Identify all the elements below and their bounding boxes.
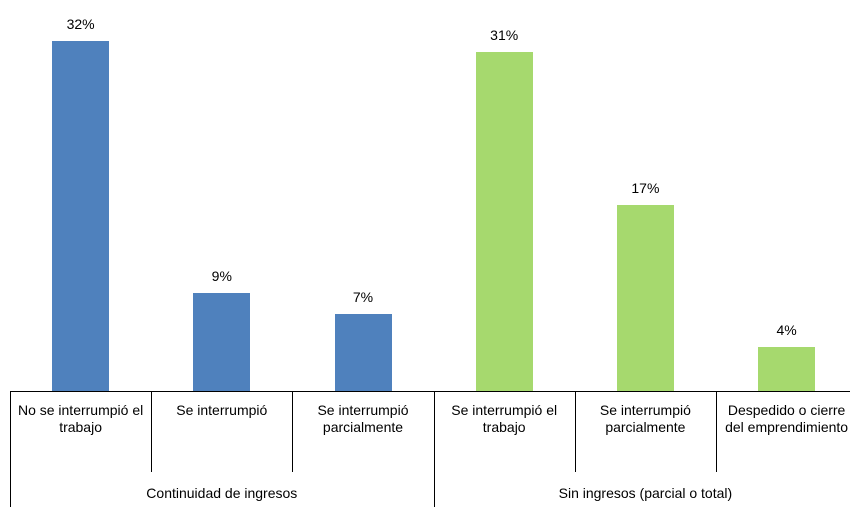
- category-divider: [10, 391, 11, 507]
- x-tick-label: Se interrumpió el trabajo: [451, 402, 558, 435]
- category-divider: [574, 391, 576, 472]
- category-divider: [433, 391, 435, 507]
- data-label: 9%: [211, 267, 232, 284]
- x-tick-label: Se interrumpió parcialmente: [599, 402, 691, 435]
- bar: [52, 41, 110, 391]
- bar: [758, 347, 816, 391]
- bar: [616, 205, 674, 391]
- data-label: 32%: [66, 16, 95, 32]
- group-label: Sin ingresos (parcial o total): [558, 485, 733, 501]
- category-divider: [151, 391, 153, 472]
- data-label: 31%: [490, 26, 519, 43]
- bar: [334, 314, 392, 391]
- data-label: 17%: [631, 180, 660, 197]
- bar: [193, 292, 251, 391]
- data-label: 7%: [352, 289, 374, 306]
- bar: [475, 51, 533, 391]
- category-divider: [292, 391, 294, 472]
- x-tick-label: No se interrumpió el trabajo: [17, 402, 144, 435]
- category-divider: [716, 391, 717, 472]
- x-tick-label: Se interrumpió parcialmente: [317, 402, 409, 435]
- x-tick-label: Se interrumpió: [176, 402, 268, 418]
- x-tick-label: Despedido o cierre del emprendimiento: [725, 402, 849, 435]
- axis-line: [10, 391, 850, 392]
- data-label: 4%: [776, 322, 797, 339]
- group-label: Continuidad de ingresos: [146, 485, 298, 501]
